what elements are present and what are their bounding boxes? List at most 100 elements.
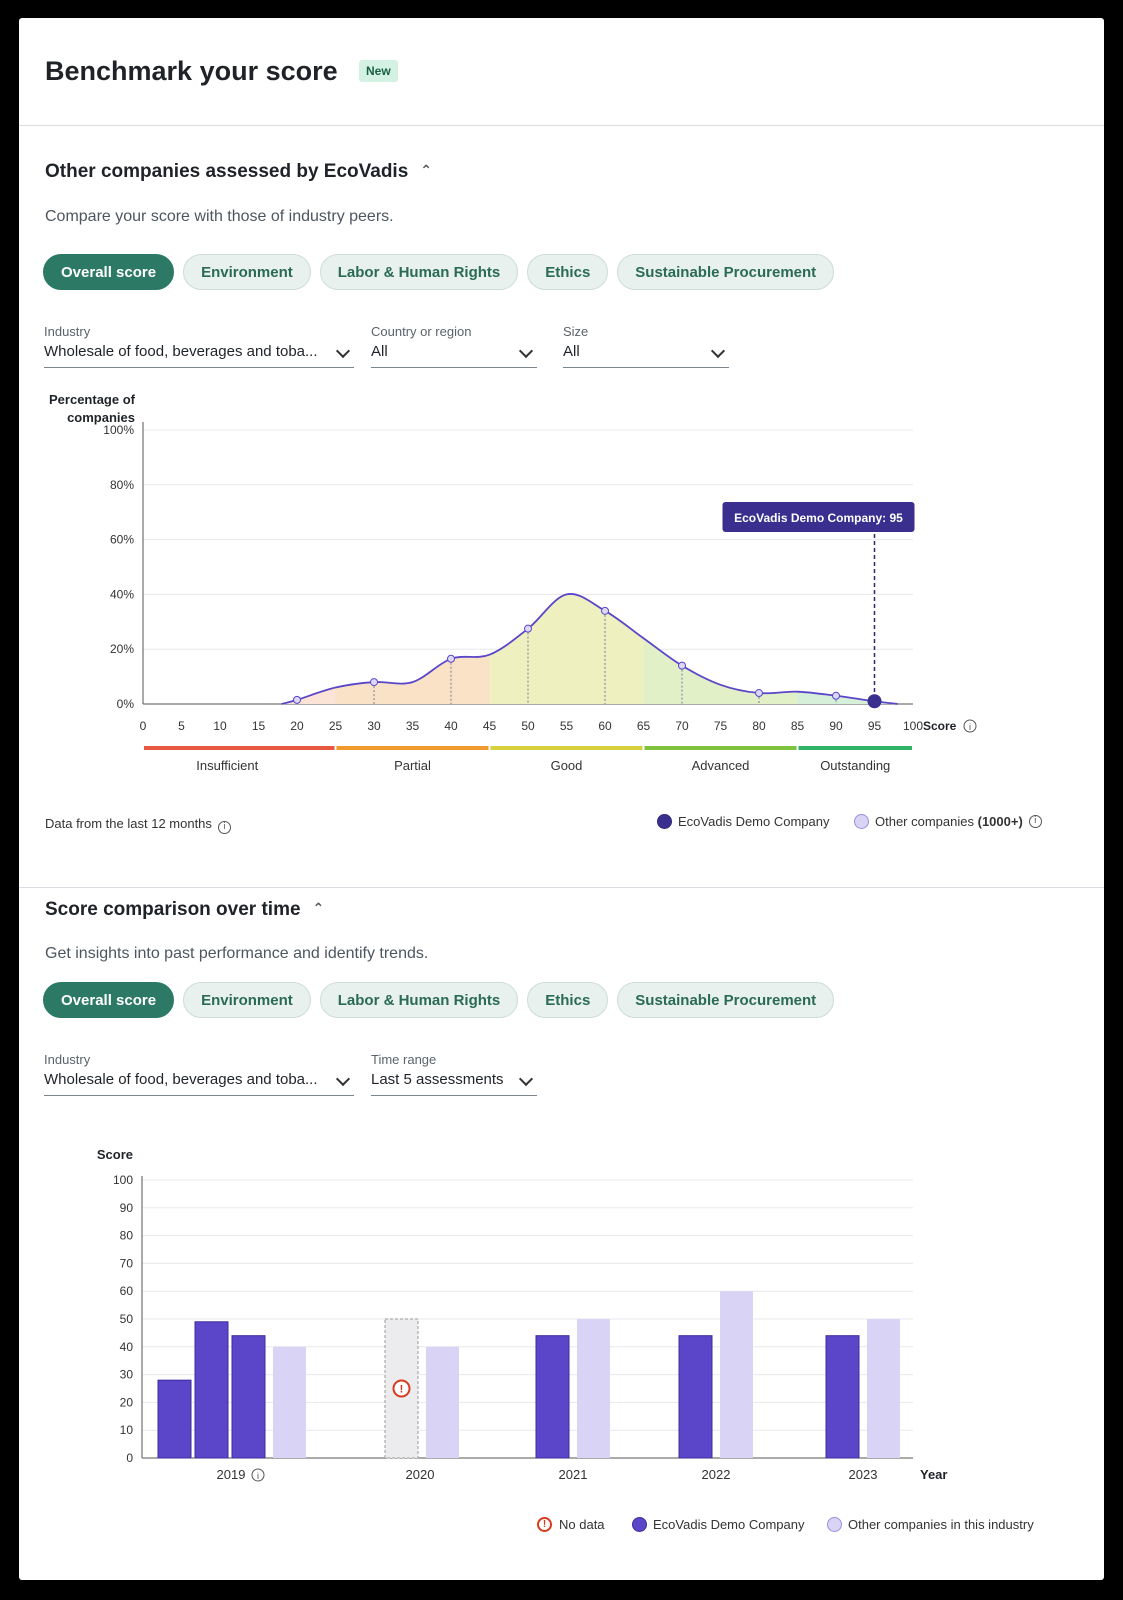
tab-labor-human-rights[interactable]: Labor & Human Rights [319, 982, 519, 1018]
x-tick-label: 20 [290, 719, 304, 733]
x-tick-label: 90 [829, 719, 843, 733]
industry-filter-value: Wholesale of food, beverages and toba... [44, 1071, 318, 1088]
tab-sustainable-procurement[interactable]: Sustainable Procurement [617, 982, 835, 1018]
curve-point [524, 624, 532, 633]
band-bar-good [490, 746, 643, 750]
time-range-filter[interactable]: Time range Last 5 assessments [371, 1052, 537, 1096]
svg-text:i: i [969, 722, 971, 732]
page-title: Benchmark your score [45, 56, 338, 86]
company-bar [535, 1335, 570, 1459]
time-section-title[interactable]: Score comparison over time ⌃ [45, 899, 324, 921]
y-tick-label: 60% [110, 533, 134, 547]
x-axis-title: Score [923, 719, 957, 733]
y-tick-label: 0 [126, 1451, 133, 1465]
band-bar-advanced [644, 746, 797, 750]
size-filter[interactable]: Size All [563, 324, 729, 368]
others-bar [867, 1319, 900, 1458]
company-bar [231, 1335, 266, 1459]
y-tick-label: 20% [110, 642, 134, 656]
tab-overall-score[interactable]: Overall score [43, 254, 175, 290]
area-band-advanced [643, 593, 798, 704]
x-tick-label: 15 [252, 719, 266, 733]
legend-company-label: EcoVadis Demo Company [653, 1517, 805, 1532]
band-bar-outstanding [798, 746, 912, 750]
curve-point [370, 678, 378, 687]
band-label-partial: Partial [394, 758, 431, 773]
size-filter-value: All [563, 343, 580, 360]
y-tick-label: 40% [110, 587, 134, 601]
benchmark-card: Benchmark your score New Other companies… [19, 18, 1104, 1580]
others-dot-icon [854, 814, 869, 829]
info-icon: i [251, 1468, 265, 1482]
chevron-down-icon [335, 1071, 351, 1087]
industry-filter[interactable]: Industry Wholesale of food, beverages an… [44, 1052, 354, 1096]
country-filter[interactable]: Country or region All [371, 324, 537, 368]
legend-company: EcoVadis Demo Company [657, 814, 830, 829]
score-over-time-chart: Score 0 10 20 30 40 50 60 70 80 90 100 2019 i! 2020 202… [97, 1147, 948, 1482]
time-tabs: Overall score Environment Labor & Human … [43, 982, 835, 1018]
x-tick-label: 85 [791, 719, 805, 733]
y-axis-title-line-2: companies [67, 410, 135, 425]
tab-overall-score[interactable]: Overall score [43, 982, 175, 1018]
x-tick-label: 75 [714, 719, 728, 733]
x-axis-title: Year [920, 1467, 947, 1482]
warning-icon: ! [537, 1517, 552, 1532]
legend-others: Other companies in this industry [827, 1517, 1034, 1532]
curve-point [447, 654, 455, 663]
tab-sustainable-procurement[interactable]: Sustainable Procurement [617, 254, 835, 290]
band-label-good: Good [551, 758, 583, 773]
tab-environment[interactable]: Environment [183, 982, 311, 1018]
legend-others-count: (1000+) [977, 814, 1023, 829]
company-bar [678, 1335, 713, 1459]
y-tick-label: 100% [103, 423, 134, 437]
tab-environment[interactable]: Environment [183, 254, 311, 290]
industry-filter[interactable]: Industry Wholesale of food, beverages an… [44, 324, 354, 368]
x-tick-label: 100 [903, 719, 923, 733]
time-section-title-text: Score comparison over time [45, 899, 301, 920]
chevron-down-icon [518, 1071, 534, 1087]
curve-point [293, 695, 301, 704]
band-label-outstanding: Outstanding [820, 758, 890, 773]
y-tick-label: 100 [113, 1173, 133, 1187]
time-range-filter-value: Last 5 assessments [371, 1071, 504, 1088]
page-header: Benchmark your score New [19, 18, 1104, 126]
chevron-down-icon [710, 343, 726, 359]
time-section: Score comparison over time ⌃ Get insights… [19, 889, 1104, 1579]
chevron-up-icon[interactable]: ⌃ [312, 900, 325, 916]
x-tick-label: 2023 [849, 1467, 878, 1482]
tab-labor-human-rights[interactable]: Labor & Human Rights [319, 254, 519, 290]
tab-ethics[interactable]: Ethics [527, 982, 609, 1018]
y-tick-label: 70 [120, 1256, 134, 1270]
score-distribution-chart: Percentage of companies 0% 20% 40% 60% 80% 100%… [49, 392, 977, 773]
x-tick-label: 80 [752, 719, 766, 733]
distribution-section-title-text: Other companies assessed by EcoVadis [45, 161, 409, 182]
y-tick-label: 10 [120, 1423, 134, 1437]
others-bar [720, 1291, 753, 1458]
y-tick-label: 60 [120, 1284, 134, 1298]
distribution-section-title[interactable]: Other companies assessed by EcoVadis ⌃ [45, 161, 432, 183]
distribution-section: Other companies assessed by EcoVadis ⌃ Co… [19, 126, 1104, 888]
tab-ethics[interactable]: Ethics [527, 254, 609, 290]
band-bar-partial [336, 746, 489, 750]
curve-point [832, 691, 840, 700]
area-band-good [489, 593, 644, 704]
company-bar [194, 1321, 229, 1459]
warning-icon: ! [392, 1379, 411, 1398]
info-icon[interactable]: i [1028, 815, 1042, 828]
y-tick-label: 80% [110, 478, 134, 492]
others-bar [273, 1346, 306, 1458]
y-tick-label: 20 [120, 1395, 134, 1409]
x-tick-label: 55 [560, 719, 574, 733]
x-tick-label: 60 [598, 719, 612, 733]
company-bar [157, 1379, 192, 1459]
y-tick-label: 50 [120, 1312, 134, 1326]
company-dot-icon [632, 1517, 647, 1532]
x-tick-label: 30 [367, 719, 381, 733]
distribution-section-subtitle: Compare your score with those of industr… [45, 208, 394, 225]
chevron-up-icon[interactable]: ⌃ [420, 162, 433, 178]
distribution-tabs: Overall score Environment Labor & Human … [43, 254, 835, 290]
info-icon[interactable]: i [217, 821, 231, 834]
x-tick-label: 25 [329, 719, 343, 733]
y-tick-label: 40 [120, 1340, 134, 1354]
company-bar [825, 1335, 860, 1459]
